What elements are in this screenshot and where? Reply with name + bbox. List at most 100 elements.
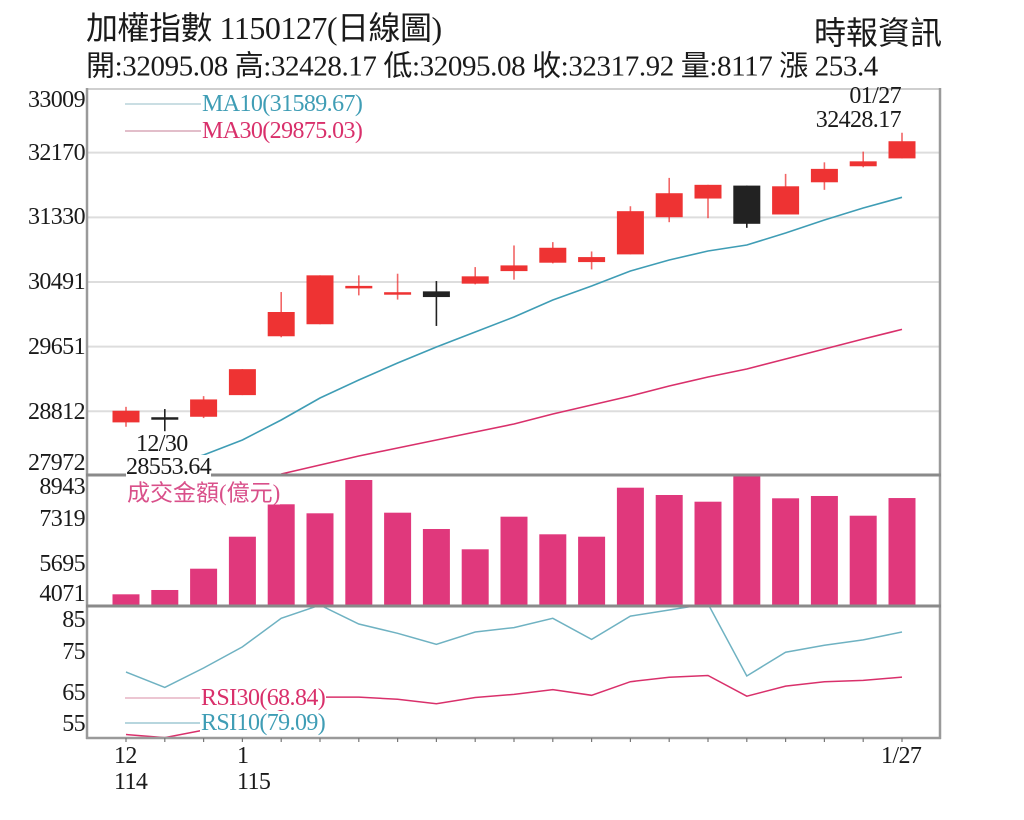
- close-label: 收:: [532, 50, 569, 83]
- price-ytick: 33009: [27, 87, 86, 113]
- low-value: 32095.08: [419, 50, 526, 83]
- candle-body: [849, 161, 877, 167]
- candlestick: [384, 273, 412, 300]
- ma30-line: [281, 328, 903, 475]
- high-value: 32428.17: [270, 50, 377, 83]
- price-panel: [88, 132, 939, 475]
- open-label: 開:: [86, 50, 123, 83]
- change-stat: 漲 253.4: [779, 51, 878, 83]
- volume-ytick: 5695: [39, 551, 85, 577]
- low-annotation-date: 12/30: [136, 431, 188, 457]
- candle-body: [306, 275, 334, 325]
- volume-bar: [772, 498, 800, 606]
- candle-body: [655, 193, 683, 218]
- candle-body: [616, 211, 644, 255]
- candlestick: [694, 184, 722, 219]
- candlestick: [190, 396, 218, 419]
- open-stat: 開:32095.08: [86, 51, 228, 83]
- candlestick: [267, 292, 295, 338]
- volume-bar: [228, 536, 256, 606]
- rsi-ytick: 85: [62, 607, 85, 633]
- candle-body: [539, 247, 567, 263]
- candlestick: [810, 162, 838, 190]
- candle-body: [422, 291, 450, 298]
- price-ytick: 28812: [27, 399, 86, 425]
- close-stat: 收:32317.92: [532, 51, 674, 83]
- legend-ma30: MA30(29875.03): [201, 118, 364, 144]
- candlestick: [849, 151, 877, 168]
- volume-bar: [888, 498, 916, 606]
- volume-bar: [539, 534, 567, 606]
- rsi-ytick: 65: [62, 680, 85, 706]
- legend-volume: 成交金額(億元): [127, 480, 281, 506]
- candlestick: [500, 245, 528, 280]
- legend-rsi10: RSI10(79.09): [200, 710, 327, 736]
- legend-ma10: MA10(31589.67): [201, 91, 364, 117]
- low-label: 低:: [383, 50, 420, 83]
- candlestick: [772, 173, 800, 215]
- candle-body: [772, 186, 800, 215]
- legend-rsi30: RSI30(68.84): [200, 685, 327, 711]
- open-value: 32095.08: [122, 50, 228, 83]
- candlestick: [228, 369, 256, 396]
- low-stat: 低:32095.08: [383, 51, 525, 83]
- candle-body: [228, 369, 256, 396]
- volume-bar: [616, 487, 644, 606]
- ma10-line: [164, 196, 903, 466]
- volume-bar: [422, 528, 450, 606]
- chart-title: 加權指數 1150127(日線圖): [86, 10, 442, 46]
- volume-panel: [112, 476, 916, 606]
- candle-body: [694, 184, 722, 199]
- candle-body: [500, 265, 528, 272]
- candlestick: [733, 185, 761, 228]
- candle-body: [384, 292, 412, 295]
- volume-bar: [306, 513, 334, 606]
- volume-bar: [112, 594, 140, 606]
- candle-body: [112, 410, 140, 423]
- volume-label: 量:: [680, 50, 718, 83]
- high-annotation-date: 01/27: [849, 83, 901, 109]
- volume-bar: [655, 494, 683, 606]
- candlestick: [345, 275, 373, 296]
- volume-bar: [578, 536, 606, 606]
- candle-body: [190, 399, 218, 417]
- price-ytick: 30491: [27, 269, 86, 295]
- rsi-ytick: 55: [62, 711, 85, 737]
- volume-bar: [733, 476, 761, 606]
- change-label: 漲: [779, 50, 815, 83]
- xtick-month-1: 1: [237, 743, 249, 769]
- xtick-last-date: 1/27: [881, 743, 922, 769]
- volume-bar: [384, 512, 412, 606]
- candlestick: [655, 177, 683, 223]
- rsi10-line: [125, 607, 903, 689]
- low-annotation-value: 28553.64: [126, 454, 212, 480]
- candlestick: [578, 251, 606, 270]
- candlestick: [306, 275, 334, 325]
- xtick-month-12: 12: [114, 743, 137, 769]
- volume-bar: [810, 495, 838, 606]
- price-ytick: 32170: [27, 140, 86, 166]
- candle-body: [345, 285, 373, 289]
- volume-ytick: 7319: [39, 506, 85, 532]
- volume-bar: [267, 504, 295, 606]
- volume-bar: [461, 549, 489, 606]
- xtick-year-114: 114: [114, 769, 148, 795]
- volume-bar: [151, 589, 179, 606]
- high-stat: 高:32428.17: [235, 51, 377, 83]
- xtick-year-115: 115: [237, 769, 271, 795]
- candlestick: [151, 409, 179, 432]
- volume-ytick: 4071: [39, 581, 85, 607]
- candle-body: [888, 141, 916, 159]
- candle-body: [810, 168, 838, 183]
- volume-stat: 量:8117: [681, 51, 773, 83]
- volume-bar: [345, 480, 373, 606]
- candle-body: [578, 257, 606, 263]
- candlestick: [616, 206, 644, 255]
- rsi-ytick: 75: [62, 639, 85, 665]
- volume-ytick: 8943: [39, 474, 85, 500]
- volume-bar: [190, 568, 218, 606]
- volume-value: 8117: [717, 50, 773, 83]
- candle-body: [267, 312, 295, 337]
- price-ytick: 27972: [27, 450, 86, 476]
